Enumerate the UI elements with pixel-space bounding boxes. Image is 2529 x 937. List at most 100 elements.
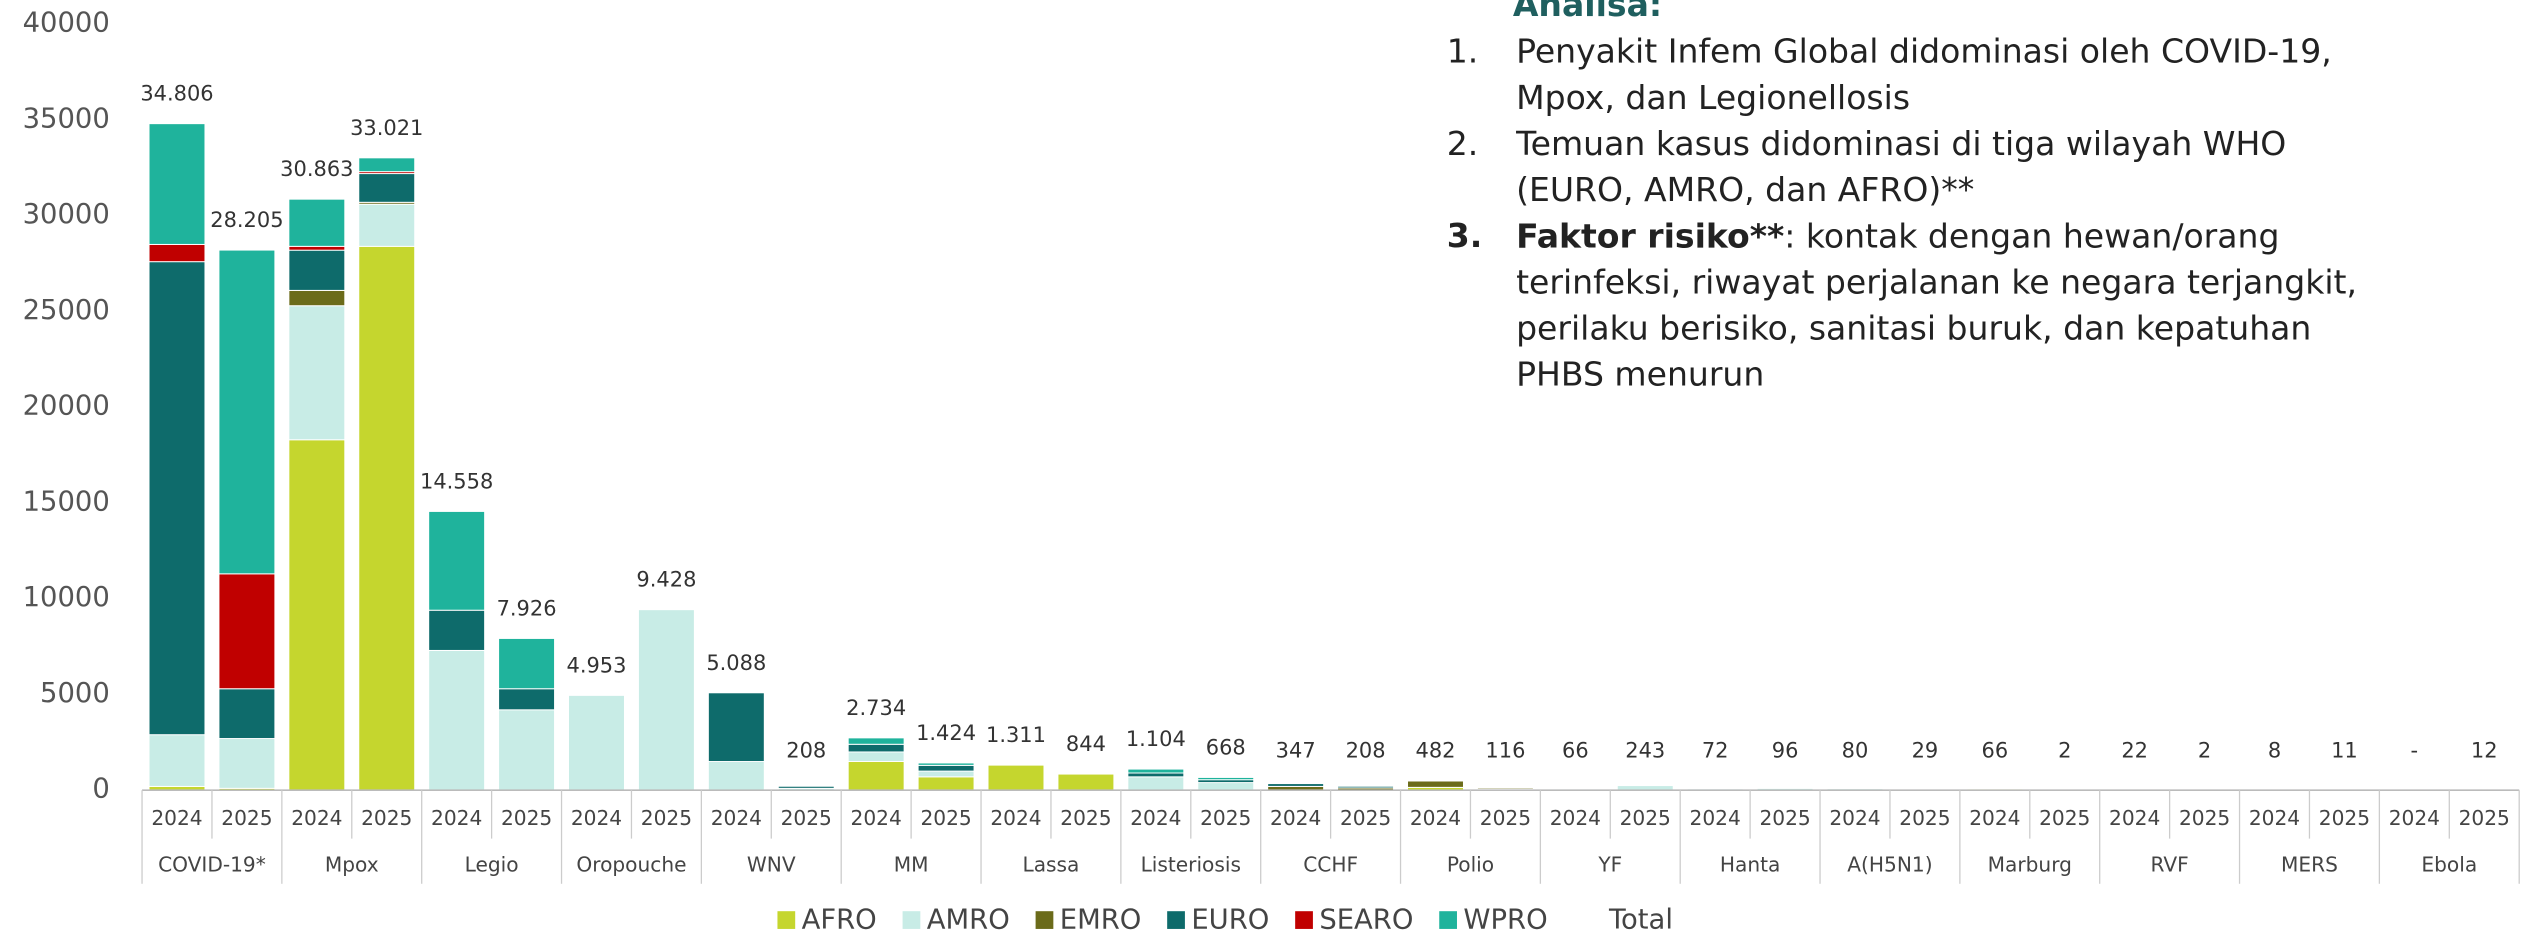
total-label: 14.558 <box>420 469 493 493</box>
bar-segment <box>498 688 556 711</box>
x-tick-label: 2024 <box>571 806 622 830</box>
total-label: 5.088 <box>706 651 766 675</box>
item-line: terinfeksi, riwayat perjalanan ke negara… <box>1516 262 2357 301</box>
bar-segment <box>847 761 905 791</box>
total-label: 12 <box>2471 739 2498 763</box>
y-tick-label: 30000 <box>23 199 110 230</box>
x-tick-label: 2024 <box>851 806 902 830</box>
x-tick-label: 2025 <box>1759 806 1810 830</box>
legend-swatch <box>1295 911 1313 929</box>
bar-segment <box>288 245 346 251</box>
item-line: Penyakit Infem Global didominasi oleh CO… <box>1516 32 2332 71</box>
bar-segment <box>1197 782 1255 791</box>
bar-segment <box>917 764 975 772</box>
legend-swatch <box>1167 911 1185 929</box>
total-label: 4.953 <box>566 653 626 677</box>
item-number: 3. <box>1447 216 1483 255</box>
total-label: 7.926 <box>497 596 557 620</box>
item-line: Mpox, dan Legionellosis <box>1516 78 1910 117</box>
bar-segment <box>148 243 206 263</box>
total-label: 80 <box>1842 739 1869 763</box>
x-tick-label: 2024 <box>711 806 762 830</box>
total-label: 482 <box>1415 739 1455 763</box>
item-line: PHBS menurun <box>1516 355 1764 394</box>
bar-segment <box>777 785 835 789</box>
group-label: WNV <box>747 853 796 877</box>
total-label: 34.806 <box>140 82 213 106</box>
bar-segment <box>288 249 346 291</box>
total-label: 66 <box>1562 739 1589 763</box>
x-tick-label: 2025 <box>2459 806 2510 830</box>
item-number: 1. <box>1447 32 1479 71</box>
group-label: Oropouche <box>576 853 686 877</box>
x-tick-label: 2024 <box>2389 806 2440 830</box>
total-label: 96 <box>1772 739 1799 763</box>
bar-segment <box>1127 772 1185 778</box>
total-label: 347 <box>1276 739 1316 763</box>
y-tick-label: 10000 <box>23 582 110 613</box>
total-label: 668 <box>1206 735 1246 759</box>
group-label: MERS <box>2281 853 2338 877</box>
total-label: 66 <box>1981 739 2008 763</box>
total-label: 1.311 <box>986 723 1046 747</box>
bar-segment <box>358 203 416 247</box>
x-tick-label: 2025 <box>1060 806 1111 830</box>
group-label: Lassa <box>1023 853 1080 877</box>
bar-segment <box>428 649 486 791</box>
x-tick-label: 2024 <box>1969 806 2020 830</box>
x-tick-label: 2025 <box>2319 806 2370 830</box>
bar-segment <box>1407 780 1464 788</box>
bar-segment <box>218 688 276 740</box>
bar-segment <box>498 709 556 791</box>
y-tick-label: 40000 <box>23 8 110 39</box>
bar-segment <box>707 761 765 791</box>
group-label: MM <box>894 853 929 877</box>
x-tick-label: 2025 <box>1480 806 1531 830</box>
bar-segment <box>218 573 276 690</box>
x-tick-label: 2024 <box>1130 806 1181 830</box>
bar-segment <box>707 692 765 762</box>
x-tick-label: 2025 <box>641 806 692 830</box>
legend-label: Total <box>1608 904 1673 935</box>
bar-segment <box>358 245 416 791</box>
bar-segment <box>847 743 905 753</box>
total-label: 2 <box>2198 739 2211 763</box>
bar-segment <box>568 694 625 791</box>
bar-segment <box>917 762 975 766</box>
item-lead: Faktor risiko** <box>1516 216 1784 255</box>
bar-segment <box>1267 783 1325 787</box>
total-label: 243 <box>1625 739 1665 763</box>
total-label: 208 <box>786 739 826 763</box>
group-label: Polio <box>1447 853 1494 877</box>
total-label: 22 <box>2121 739 2148 763</box>
x-tick-label: 2025 <box>781 806 832 830</box>
item-line: Temuan kasus didominasi di tiga wilayah … <box>1515 124 2286 163</box>
bar-segment <box>288 198 346 247</box>
bar-segment <box>1476 787 1534 790</box>
y-tick-label: 20000 <box>23 391 110 422</box>
x-tick-label: 2025 <box>1899 806 1950 830</box>
total-label: 29 <box>1912 739 1939 763</box>
bar-segment <box>847 751 905 762</box>
bar-segment <box>148 261 206 736</box>
x-tick-label: 2024 <box>2249 806 2300 830</box>
bar-segment <box>358 173 416 203</box>
legend-label: AFRO <box>802 904 877 935</box>
x-tick-label: 2024 <box>1270 806 1321 830</box>
x-tick-label: 2024 <box>1410 806 1461 830</box>
total-label: 11 <box>2331 739 2358 763</box>
legend-label: AMRO <box>927 904 1010 935</box>
legend-label: EURO <box>1191 904 1269 935</box>
x-tick-label: 2025 <box>1340 806 1391 830</box>
bar-segment <box>1337 785 1395 789</box>
x-tick-label: 2024 <box>1690 806 1741 830</box>
y-tick-label: 35000 <box>23 103 110 134</box>
bar-segment <box>288 289 346 307</box>
bar-segment <box>1127 768 1185 774</box>
total-label: 1.104 <box>1126 727 1186 751</box>
x-tick-label: 2025 <box>1200 806 1251 830</box>
y-tick-label: 0 <box>92 774 109 805</box>
legend-swatch <box>902 911 921 929</box>
total-label: 9.428 <box>636 568 696 592</box>
legend-label: SEARO <box>1319 904 1413 935</box>
